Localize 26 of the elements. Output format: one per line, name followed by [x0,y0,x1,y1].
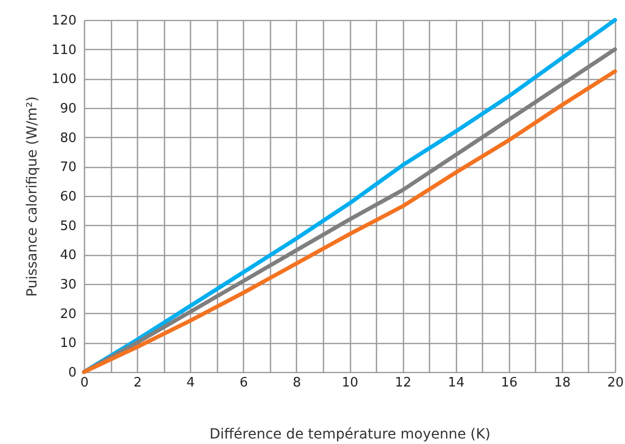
y-tick-label: 120 [52,14,76,28]
y-tick-label: 100 [52,72,76,88]
y-tick-label: 40 [60,248,76,264]
y-tick-label: 110 [52,42,76,58]
x-tick-label: 16 [501,376,518,390]
x-tick-label: 6 [240,376,248,390]
y-tick-label: 90 [60,102,76,116]
x-tick-label: 18 [554,376,571,390]
x-tick-label: 20 [607,376,624,390]
y-tick-label: 80 [60,130,76,146]
y-tick-label: 0 [68,366,76,380]
y-tick-label: 70 [60,160,76,176]
y-axis-title: Puissance calorifique (W/m²) [24,96,41,297]
y-tick-label: 20 [60,306,76,322]
x-tick-label: 2 [133,376,142,390]
x-tick-label: 12 [394,376,412,390]
x-tick-label: 10 [342,376,358,390]
y-tick-label: 60 [60,190,76,204]
x-tick-label: 4 [186,376,195,390]
x-axis-title: Différence de température moyenne (K) [209,426,491,442]
x-tick-label: 14 [448,376,464,390]
y-tick-label: 50 [60,218,76,234]
y-tick-label: 30 [60,278,76,292]
x-tick-label: 8 [292,376,302,390]
x-tick-label: 0 [80,376,89,390]
y-tick-label: 10 [60,336,76,352]
